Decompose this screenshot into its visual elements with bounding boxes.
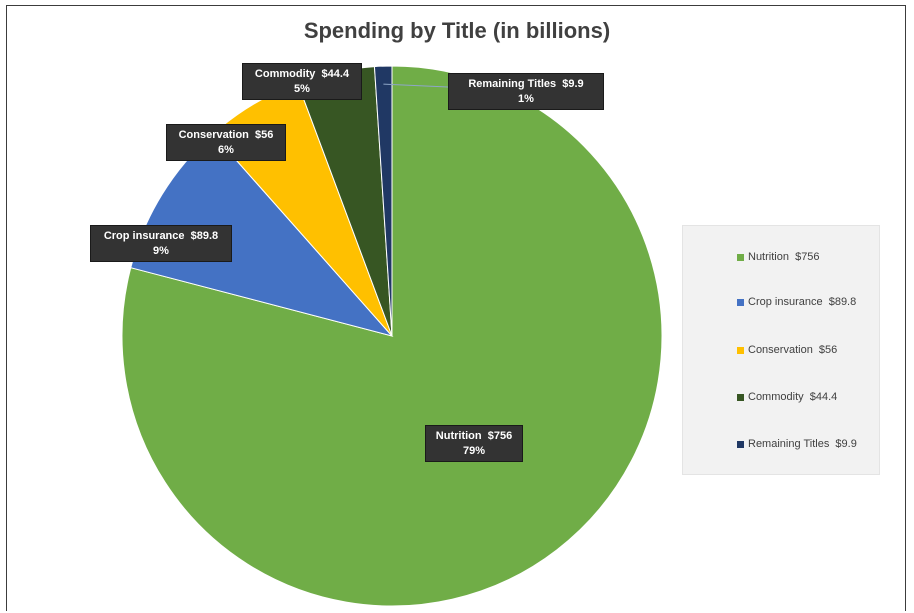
leader-line-remaining-titles [383, 83, 449, 88]
legend-item-crop-insurance: Crop insurance $89.8 [737, 296, 856, 308]
data-label-conservation: Conservation $56 6% [166, 124, 286, 161]
data-label-name-value: Crop insurance $89.8 [103, 230, 219, 242]
legend-label: Crop insurance $89.8 [748, 296, 857, 308]
data-label-name-value: Commodity $44.4 [254, 68, 350, 80]
legend-swatch [737, 393, 744, 401]
legend-item-commodity: Commodity $44.4 [737, 391, 837, 403]
legend-swatch [737, 440, 744, 448]
legend-label: Commodity $44.4 [748, 391, 838, 403]
legend-item-remaining-titles: Remaining Titles $9.9 [737, 438, 857, 450]
data-label-percent: 9% [153, 245, 169, 257]
legend-swatch [737, 298, 744, 306]
data-label-name-value: Conservation $56 [178, 129, 274, 141]
legend-label: Remaining Titles $9.9 [748, 438, 857, 450]
chart-title: Spending by Title (in billions) [303, 18, 611, 43]
data-label-crop-insurance: Crop insurance $89.8 9% [90, 225, 232, 262]
data-label-percent: 6% [218, 144, 234, 156]
legend-label: Conservation $56 [748, 344, 838, 356]
legend-label: Nutrition $756 [748, 251, 820, 263]
slice-remaining-titles [373, 65, 393, 337]
data-label-percent: 1% [518, 93, 534, 105]
data-label-name-value: Remaining Titles $9.9 [468, 78, 584, 90]
data-label-percent: 5% [294, 83, 310, 95]
legend-swatch [737, 346, 744, 354]
leader-lines [383, 83, 449, 88]
data-label-name-value: Nutrition $756 [435, 430, 513, 442]
data-label-percent: 79% [462, 445, 486, 457]
data-label-nutrition: Nutrition $756 79% [425, 425, 523, 462]
legend-swatch [737, 253, 744, 261]
data-label-commodity: Commodity $44.4 5% [242, 63, 362, 100]
legend-item-conservation: Conservation $56 [737, 344, 837, 356]
data-label-remaining-titles: Remaining Titles $9.9 1% [448, 73, 604, 110]
legend-item-nutrition: Nutrition $756 [737, 251, 820, 263]
legend: Nutrition $756 Crop insurance $89.8 Conser… [682, 225, 880, 475]
